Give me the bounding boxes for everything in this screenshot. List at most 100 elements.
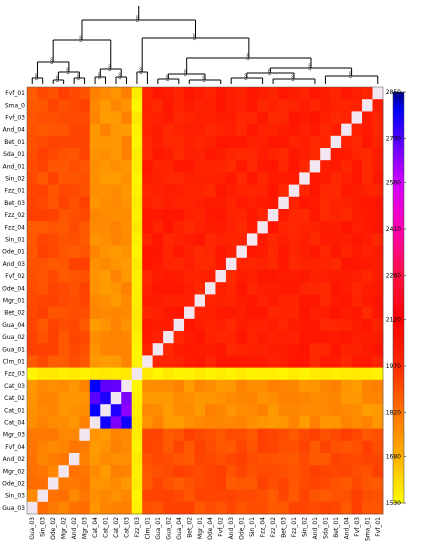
heatmap-cell bbox=[142, 99, 154, 112]
row-label: Ode_02 bbox=[2, 481, 25, 488]
colorbar-segment bbox=[393, 315, 404, 319]
heatmap-cell bbox=[152, 428, 164, 442]
heatmap-cell bbox=[110, 440, 122, 454]
heatmap-cell bbox=[121, 465, 133, 478]
heatmap-cell bbox=[131, 111, 143, 124]
column-label: Sma_01 bbox=[364, 517, 371, 541]
heatmap-cell bbox=[163, 294, 174, 307]
heatmap-cell bbox=[246, 87, 258, 100]
heatmap-cell bbox=[131, 233, 143, 246]
colorbar-segment bbox=[393, 133, 404, 137]
dendrogram-node-label: 1.00 bbox=[97, 72, 101, 79]
heatmap-cell bbox=[267, 440, 279, 454]
heatmap-cell bbox=[246, 440, 258, 454]
heatmap-cell bbox=[152, 148, 164, 161]
heatmap-cell bbox=[288, 306, 300, 320]
heatmap-cell bbox=[27, 440, 38, 454]
colorbar-segment bbox=[393, 274, 404, 278]
heatmap-cell bbox=[288, 294, 300, 307]
heatmap-cell bbox=[320, 392, 332, 405]
heatmap-cell bbox=[309, 465, 321, 478]
heatmap-cell bbox=[131, 135, 143, 149]
heatmap-cell bbox=[79, 148, 91, 161]
heatmap-cell bbox=[205, 379, 216, 393]
heatmap-cell bbox=[215, 184, 227, 198]
heatmap-cell bbox=[163, 111, 174, 124]
heatmap-cell bbox=[27, 111, 38, 124]
heatmap-cell bbox=[68, 172, 80, 185]
colorbar-segment bbox=[393, 500, 404, 504]
heatmap-cell bbox=[205, 489, 216, 503]
heatmap-cell bbox=[173, 343, 185, 356]
colorbar-segment bbox=[393, 297, 404, 301]
heatmap-cell bbox=[58, 209, 70, 222]
heatmap-cell bbox=[131, 355, 143, 368]
heatmap-cell bbox=[110, 87, 122, 100]
heatmap-cell bbox=[225, 111, 237, 124]
heatmap-cell bbox=[131, 160, 143, 173]
heatmap-cell bbox=[225, 428, 237, 442]
colorbar-segment bbox=[393, 458, 404, 463]
heatmap-cell bbox=[47, 148, 59, 161]
heatmap-cell bbox=[225, 318, 237, 332]
heatmap-cell bbox=[362, 318, 373, 332]
heatmap-cell bbox=[184, 209, 195, 222]
heatmap-cell bbox=[194, 135, 206, 149]
colorbar-segment bbox=[393, 356, 404, 360]
heatmap-cell bbox=[58, 123, 70, 137]
colorbar-tick-label: 2850 bbox=[386, 89, 401, 96]
heatmap-cell bbox=[27, 501, 38, 515]
heatmap-cell bbox=[372, 379, 384, 393]
heatmap-cell bbox=[267, 489, 279, 503]
heatmap-cell bbox=[79, 489, 91, 503]
colorbar-segment bbox=[393, 168, 404, 172]
heatmap-cell bbox=[163, 221, 174, 234]
heatmap-cell bbox=[362, 87, 373, 100]
heatmap-cell bbox=[100, 489, 112, 503]
heatmap-cell bbox=[142, 184, 154, 198]
heatmap-cell bbox=[47, 160, 59, 173]
heatmap-cell bbox=[47, 257, 59, 271]
heatmap-cell bbox=[89, 331, 101, 344]
heatmap-cell bbox=[68, 318, 80, 332]
colorbar-segment bbox=[393, 130, 404, 134]
heatmap-cell bbox=[341, 99, 352, 112]
heatmap-cell bbox=[372, 221, 384, 234]
column-label: Clm_01 bbox=[144, 517, 151, 540]
colorbar-segment bbox=[393, 320, 404, 325]
heatmap-cell bbox=[299, 355, 311, 368]
heatmap-cell bbox=[246, 465, 258, 478]
heatmap-cell bbox=[58, 87, 70, 100]
heatmap-cell bbox=[89, 196, 101, 210]
colorbar-segment bbox=[393, 429, 404, 433]
heatmap-cell bbox=[205, 453, 216, 466]
heatmap-cell bbox=[79, 87, 91, 100]
heatmap-cell bbox=[236, 233, 248, 246]
heatmap-cell bbox=[58, 392, 70, 405]
dendrogram-node-label: 1.00 bbox=[184, 69, 188, 76]
heatmap-cell bbox=[173, 318, 185, 332]
heatmap-cell bbox=[341, 123, 352, 137]
heatmap-cell bbox=[309, 306, 321, 320]
heatmap-cell bbox=[79, 294, 91, 307]
heatmap-cell bbox=[205, 172, 216, 185]
heatmap-cell bbox=[246, 233, 258, 246]
heatmap-cell bbox=[309, 379, 321, 393]
heatmap-cell bbox=[215, 172, 227, 185]
heatmap-cell bbox=[142, 148, 154, 161]
heatmap-cell bbox=[309, 501, 321, 515]
colorbar-segment bbox=[393, 409, 404, 413]
colorbar-segment bbox=[393, 376, 404, 381]
heatmap-cell bbox=[58, 404, 70, 417]
colorbar-segment bbox=[393, 444, 404, 448]
colorbar-segment bbox=[393, 221, 404, 225]
heatmap-cell bbox=[267, 245, 279, 259]
heatmap-cell bbox=[121, 379, 133, 393]
heatmap-cell bbox=[330, 99, 342, 112]
heatmap-cell bbox=[309, 489, 321, 503]
colorbar-tick-label: 1820 bbox=[386, 410, 401, 417]
heatmap-cell bbox=[236, 440, 248, 454]
heatmap-cell bbox=[100, 392, 112, 405]
colorbar-segment bbox=[393, 174, 404, 178]
heatmap-cell bbox=[205, 404, 216, 417]
